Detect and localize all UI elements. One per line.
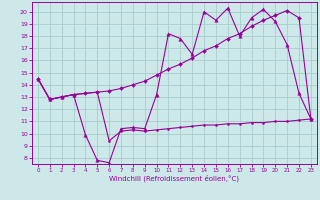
X-axis label: Windchill (Refroidissement éolien,°C): Windchill (Refroidissement éolien,°C) [109,175,239,182]
